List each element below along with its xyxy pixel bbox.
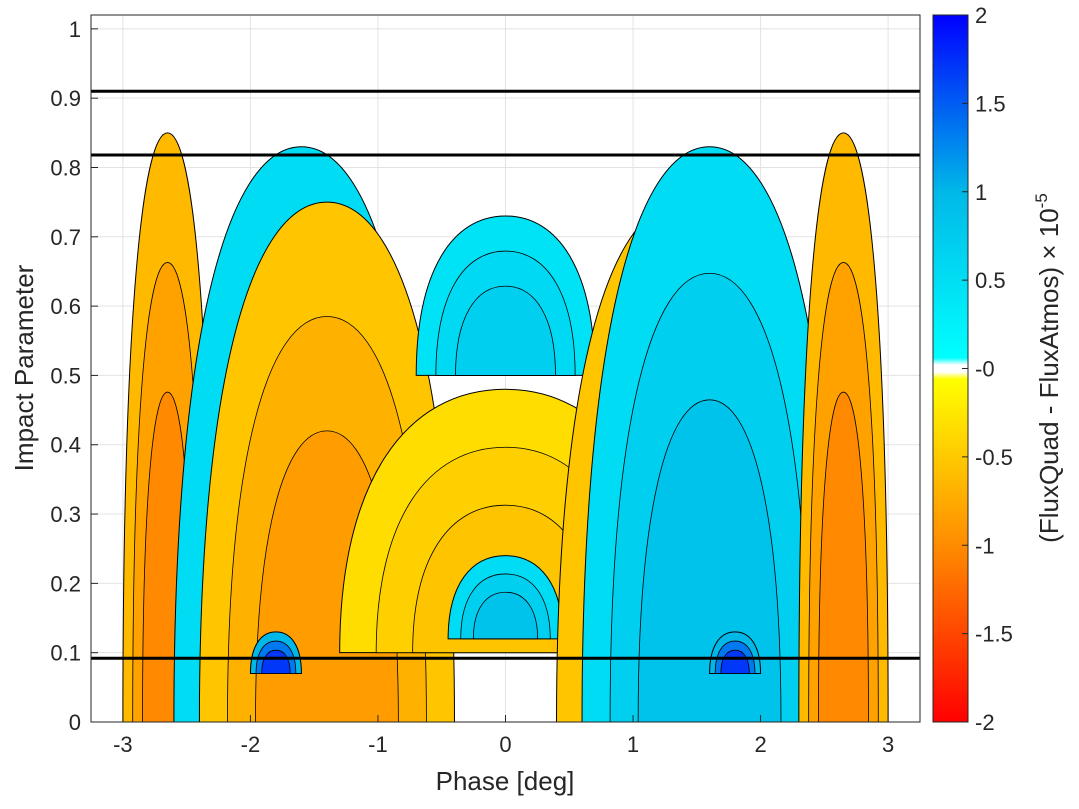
contour-regions bbox=[122, 132, 889, 722]
contour-right-outer-negative-band-ring bbox=[818, 391, 869, 722]
colorbar-tick-label: 1.5 bbox=[975, 91, 1006, 116]
contour-central-positive-lobe-ring bbox=[455, 285, 556, 376]
y-tick-label: 0.7 bbox=[50, 225, 81, 250]
y-tick-label: 0.4 bbox=[50, 433, 81, 458]
y-tick-label: 0.8 bbox=[50, 155, 81, 180]
x-tick-label: 0 bbox=[499, 732, 511, 757]
y-tick-label: 1 bbox=[69, 17, 81, 42]
contour-right-blue-spot-ring bbox=[720, 649, 750, 674]
colorbar-tick-label: -1.5 bbox=[975, 622, 1013, 647]
colorbar-ticks: 2 1.5 1 0.5 -0 -0.5 -1 -1.5 -2 bbox=[962, 3, 1013, 735]
colorbar-tick-label: 0.5 bbox=[975, 268, 1006, 293]
x-tick-label: 1 bbox=[627, 732, 639, 757]
y-tick-label: 0.3 bbox=[50, 502, 81, 527]
colorbar-tick-label: -2 bbox=[975, 710, 995, 735]
colorbar-label: (FluxQuad - FluxAtmos) × 10-5 bbox=[1032, 193, 1064, 543]
colorbar-label-text: (FluxQuad - FluxAtmos) × 10 bbox=[1034, 208, 1064, 543]
x-tick-label: -2 bbox=[241, 732, 261, 757]
y-axis-label: Impact Parameter bbox=[9, 264, 39, 471]
colorbar-tick-label: -0.5 bbox=[975, 445, 1013, 470]
x-tick-label: -3 bbox=[113, 732, 133, 757]
x-axis-ticks: -3 -2 -1 0 1 2 3 bbox=[113, 715, 894, 757]
y-tick-label: 0.2 bbox=[50, 571, 81, 596]
contour-left-blue-spot-ring bbox=[261, 649, 291, 674]
y-tick-label: 0.9 bbox=[50, 86, 81, 111]
reference-lines bbox=[91, 89, 920, 660]
x-tick-label: -1 bbox=[368, 732, 388, 757]
y-tick-label: 0.1 bbox=[50, 641, 81, 666]
y-tick-label: 0.5 bbox=[50, 363, 81, 388]
colorbar-tick-label: -0 bbox=[975, 357, 995, 382]
colorbar-tick-label: 2 bbox=[975, 3, 987, 28]
x-tick-label: 3 bbox=[882, 732, 894, 757]
colorbar-tick-label: 1 bbox=[975, 180, 987, 205]
colorbar-label-exponent: -5 bbox=[1032, 193, 1051, 208]
x-tick-label: 2 bbox=[754, 732, 766, 757]
y-tick-label: 0 bbox=[69, 710, 81, 735]
y-tick-label: 0.6 bbox=[50, 294, 81, 319]
x-axis-label: Phase [deg] bbox=[436, 766, 575, 796]
colorbar-tick-label: -1 bbox=[975, 533, 995, 558]
y-axis-ticks: 0 0.1 0.2 0.3 0.4 0.5 0.6 0.7 0.8 0.9 1 bbox=[50, 17, 98, 735]
contour-central-lower-positive-ring bbox=[472, 591, 539, 640]
